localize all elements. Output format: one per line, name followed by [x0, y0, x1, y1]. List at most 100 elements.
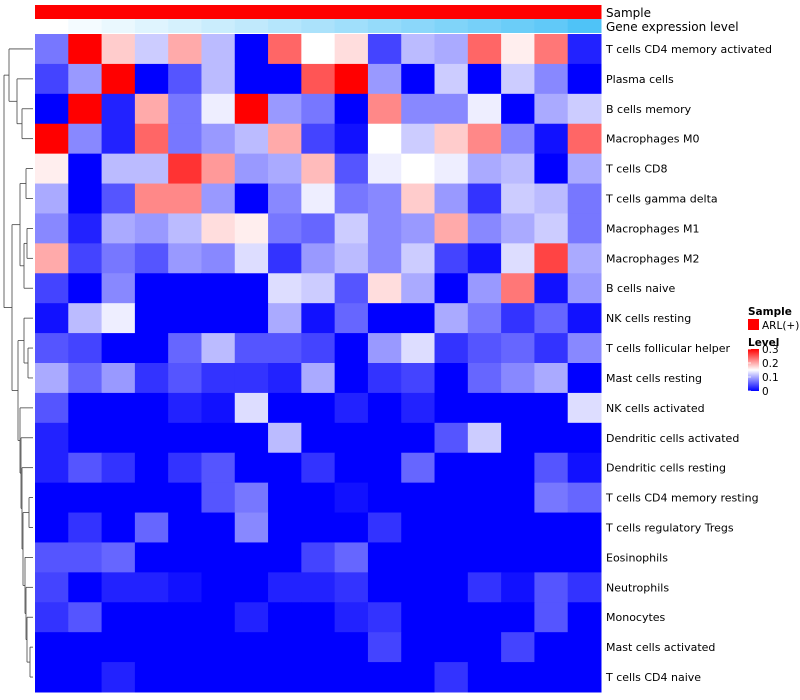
heatmap-cell — [367, 512, 402, 543]
heatmap-cell — [334, 392, 369, 424]
row-label: Eosinophils — [606, 551, 668, 564]
heatmap-cell — [467, 632, 502, 663]
heatmap-cell — [101, 452, 136, 484]
heatmap-cell — [534, 333, 569, 364]
heatmap-cell — [567, 392, 602, 424]
heatmap-cell — [534, 63, 569, 95]
heatmap-cell — [101, 183, 136, 214]
heatmap-cell — [467, 213, 502, 244]
heatmap-cell — [334, 63, 369, 95]
heatmap-cell — [501, 213, 535, 244]
heatmap-cell — [567, 273, 602, 304]
heatmap-cell — [401, 183, 436, 214]
heatmap-cell — [68, 482, 103, 514]
heatmap-cell — [68, 303, 103, 334]
expression-annotation-cell — [501, 19, 535, 33]
heatmap-cell — [35, 632, 69, 663]
heatmap-cell — [534, 572, 569, 603]
heatmap-cell — [168, 662, 202, 693]
row-label: Mast cells resting — [606, 372, 702, 385]
row-labels: T cells CD4 memory activated Plasma cells… — [605, 43, 772, 684]
heatmap-cell — [567, 303, 602, 334]
heatmap-cell — [234, 512, 269, 543]
heatmap-cell — [434, 303, 469, 334]
heatmap-cell — [567, 93, 602, 125]
heatmap-cell — [367, 123, 402, 155]
heatmap-cell — [334, 333, 369, 364]
heatmap-cell — [134, 422, 169, 454]
heatmap-cell — [401, 602, 436, 633]
heatmap-cell — [35, 572, 69, 603]
heatmap-cell — [268, 542, 302, 573]
heatmap-cell — [68, 34, 103, 65]
heatmap-cell — [501, 632, 535, 663]
heatmap-cell — [35, 93, 69, 125]
expression-annotation-cell — [567, 19, 602, 33]
heatmap-cell — [201, 392, 236, 424]
heatmap-cell — [35, 452, 69, 484]
heatmap-cell — [134, 63, 169, 95]
heatmap-cell — [367, 63, 402, 95]
expression-annotation-cell — [168, 19, 202, 33]
heatmap-cell — [35, 422, 69, 454]
heatmap-cell — [334, 123, 369, 155]
heatmap-cell — [101, 273, 136, 304]
heatmap-cell — [101, 542, 136, 573]
heatmap-cell — [134, 273, 169, 304]
heatmap-cell — [301, 34, 336, 65]
heatmap-cell — [434, 93, 469, 125]
heatmap-cell — [367, 243, 402, 274]
heatmap-cell — [567, 153, 602, 185]
heatmap-cell — [334, 542, 369, 573]
heatmap-cell — [101, 333, 136, 364]
heatmap-cell — [134, 93, 169, 125]
heatmap-cell — [35, 243, 69, 274]
heatmap-cell — [567, 572, 602, 603]
expression-annotation-cell — [134, 19, 169, 33]
heatmap-cell — [101, 482, 136, 514]
heatmap-cell — [367, 303, 402, 334]
heatmap-cell — [334, 303, 369, 334]
heatmap-cell — [501, 34, 535, 65]
heatmap-cell — [168, 34, 202, 65]
heatmap-cell — [101, 512, 136, 543]
expression-annotation-cell — [434, 19, 469, 33]
heatmap-cell — [534, 153, 569, 185]
heatmap-cell — [567, 512, 602, 543]
heatmap-cell — [301, 542, 336, 573]
heatmap-cell — [334, 243, 369, 274]
row-label: Macrophages M2 — [606, 252, 699, 265]
heatmap-cell — [68, 333, 103, 364]
heatmap-cell — [201, 512, 236, 543]
heatmap-cell — [534, 303, 569, 334]
heatmap-cell — [567, 63, 602, 95]
heatmap-cell — [367, 632, 402, 663]
heatmap-cell — [401, 213, 436, 244]
heatmap-cell — [467, 243, 502, 274]
sample-annotation-cell — [367, 5, 402, 19]
expression-annotation-cell — [234, 19, 269, 33]
heatmap-cell — [101, 243, 136, 274]
heatmap-cell — [201, 34, 236, 65]
heatmap-cell — [567, 602, 602, 633]
heatmap-cell — [467, 303, 502, 334]
heatmap-cell — [134, 482, 169, 514]
heatmap-cell — [467, 422, 502, 454]
heatmap-cell — [234, 542, 269, 573]
heatmap-cell — [168, 422, 202, 454]
heatmap-cell — [134, 452, 169, 484]
heatmap-cell — [501, 602, 535, 633]
heatmap-cell — [35, 602, 69, 633]
heatmap-cell — [234, 303, 269, 334]
expression-level-annotation-bar — [35, 19, 602, 33]
heatmap-cell — [268, 452, 302, 484]
heatmap-cell — [134, 363, 169, 394]
heatmap-cell — [434, 542, 469, 573]
heatmap-cell — [168, 93, 202, 125]
heatmap-cell — [68, 662, 103, 693]
heatmap-cell — [501, 542, 535, 573]
heatmap-cell — [334, 213, 369, 244]
heatmap-cell — [268, 183, 302, 214]
heatmap-cell — [434, 452, 469, 484]
